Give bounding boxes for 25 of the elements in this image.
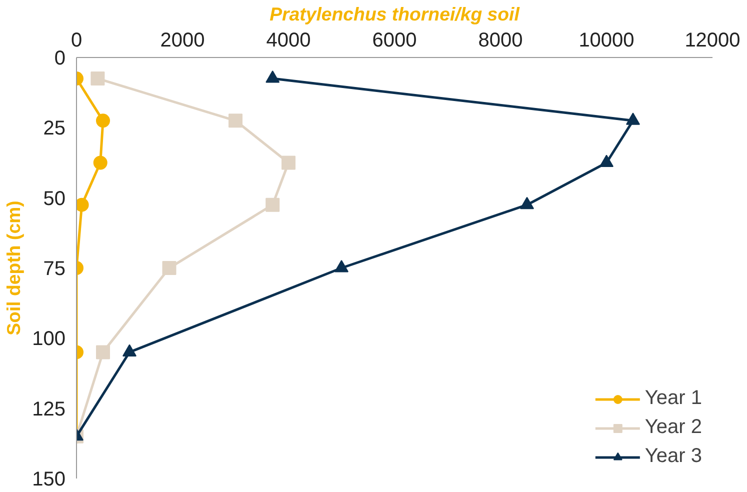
x-tick-label: 6000 xyxy=(372,30,417,52)
point xyxy=(162,261,176,275)
legend-label: Year 2 xyxy=(644,416,702,439)
x-tick-label: 8000 xyxy=(478,30,523,52)
y-axis-title: Soil depth (cm) xyxy=(3,200,24,336)
y-tick-label: 25 xyxy=(43,118,66,140)
point xyxy=(282,156,296,170)
y-tick-label: 125 xyxy=(32,398,66,420)
point xyxy=(228,114,242,128)
x-tick-label: 2000 xyxy=(160,30,205,52)
x-tick-label: 0 xyxy=(70,30,82,52)
y-tick-label: 100 xyxy=(32,328,66,350)
x-tick-label: 4000 xyxy=(266,30,311,52)
point xyxy=(96,345,110,360)
y-tick-label: 50 xyxy=(43,188,66,210)
point xyxy=(90,72,105,86)
x-tick-label: 10000 xyxy=(578,30,634,52)
x-tick-label: 12000 xyxy=(684,30,740,52)
y-tick-label: 0 xyxy=(54,48,66,70)
y-tick-label: 75 xyxy=(43,258,66,280)
legend-label: Year 3 xyxy=(644,445,702,468)
x-axis-title: Pratylenchus thornei/kg soil xyxy=(270,4,520,24)
legend-label: Year 1 xyxy=(644,387,702,410)
point xyxy=(266,198,280,212)
y-tick-label: 150 xyxy=(32,468,66,490)
